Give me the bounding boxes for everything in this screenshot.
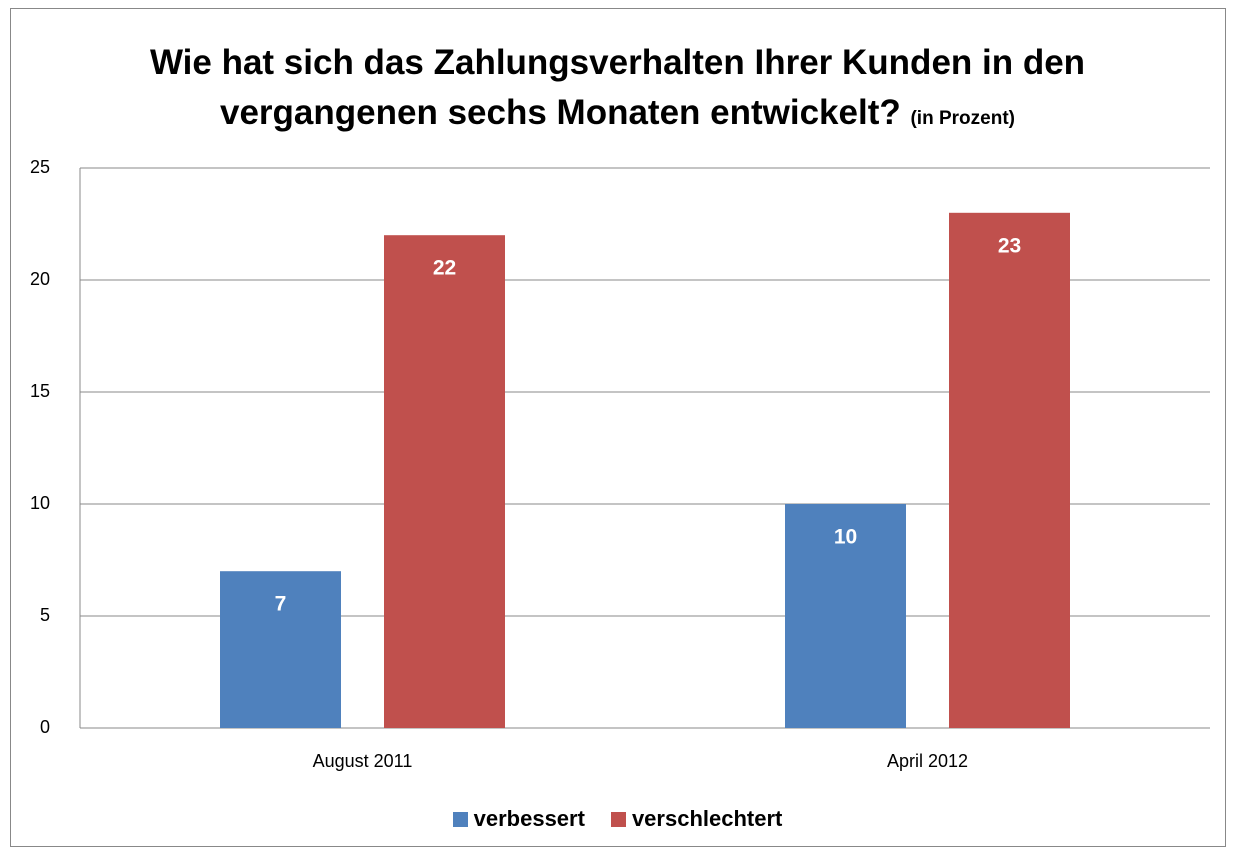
data-label: 23 — [998, 234, 1021, 257]
legend: verbessert verschlechtert — [0, 806, 1235, 832]
bar — [384, 235, 505, 728]
y-tick-label: 10 — [30, 493, 50, 513]
bar — [949, 212, 1070, 729]
y-tick-label: 0 — [40, 717, 50, 737]
data-label: 10 — [834, 526, 857, 549]
y-tick-label: 25 — [30, 157, 50, 177]
x-tick-label: August 2011 — [313, 751, 413, 771]
y-tick-label: 5 — [40, 605, 50, 625]
legend-swatch — [452, 811, 468, 827]
legend-label: verbessert — [473, 806, 585, 831]
chart-frame — [10, 8, 1226, 847]
data-label: 7 — [275, 593, 287, 616]
data-label: 22 — [433, 257, 456, 280]
x-tick-label: April 2012 — [887, 751, 968, 771]
y-tick-label: 20 — [30, 269, 50, 289]
legend-item: verschlechtert — [610, 806, 783, 832]
chart-subtitle: (in Prozent) — [910, 108, 1015, 129]
legend-label: verschlechtert — [631, 806, 783, 831]
chart-title-block: Wie hat sich das Zahlungsverhalten Ihrer… — [120, 38, 1115, 144]
legend-item: verbessert — [452, 806, 585, 832]
y-tick-label: 15 — [30, 381, 50, 401]
chart-title: Wie hat sich das Zahlungsverhalten Ihrer… — [149, 43, 1086, 132]
bar — [220, 571, 341, 728]
legend-swatch — [610, 811, 626, 827]
bar — [785, 504, 906, 728]
